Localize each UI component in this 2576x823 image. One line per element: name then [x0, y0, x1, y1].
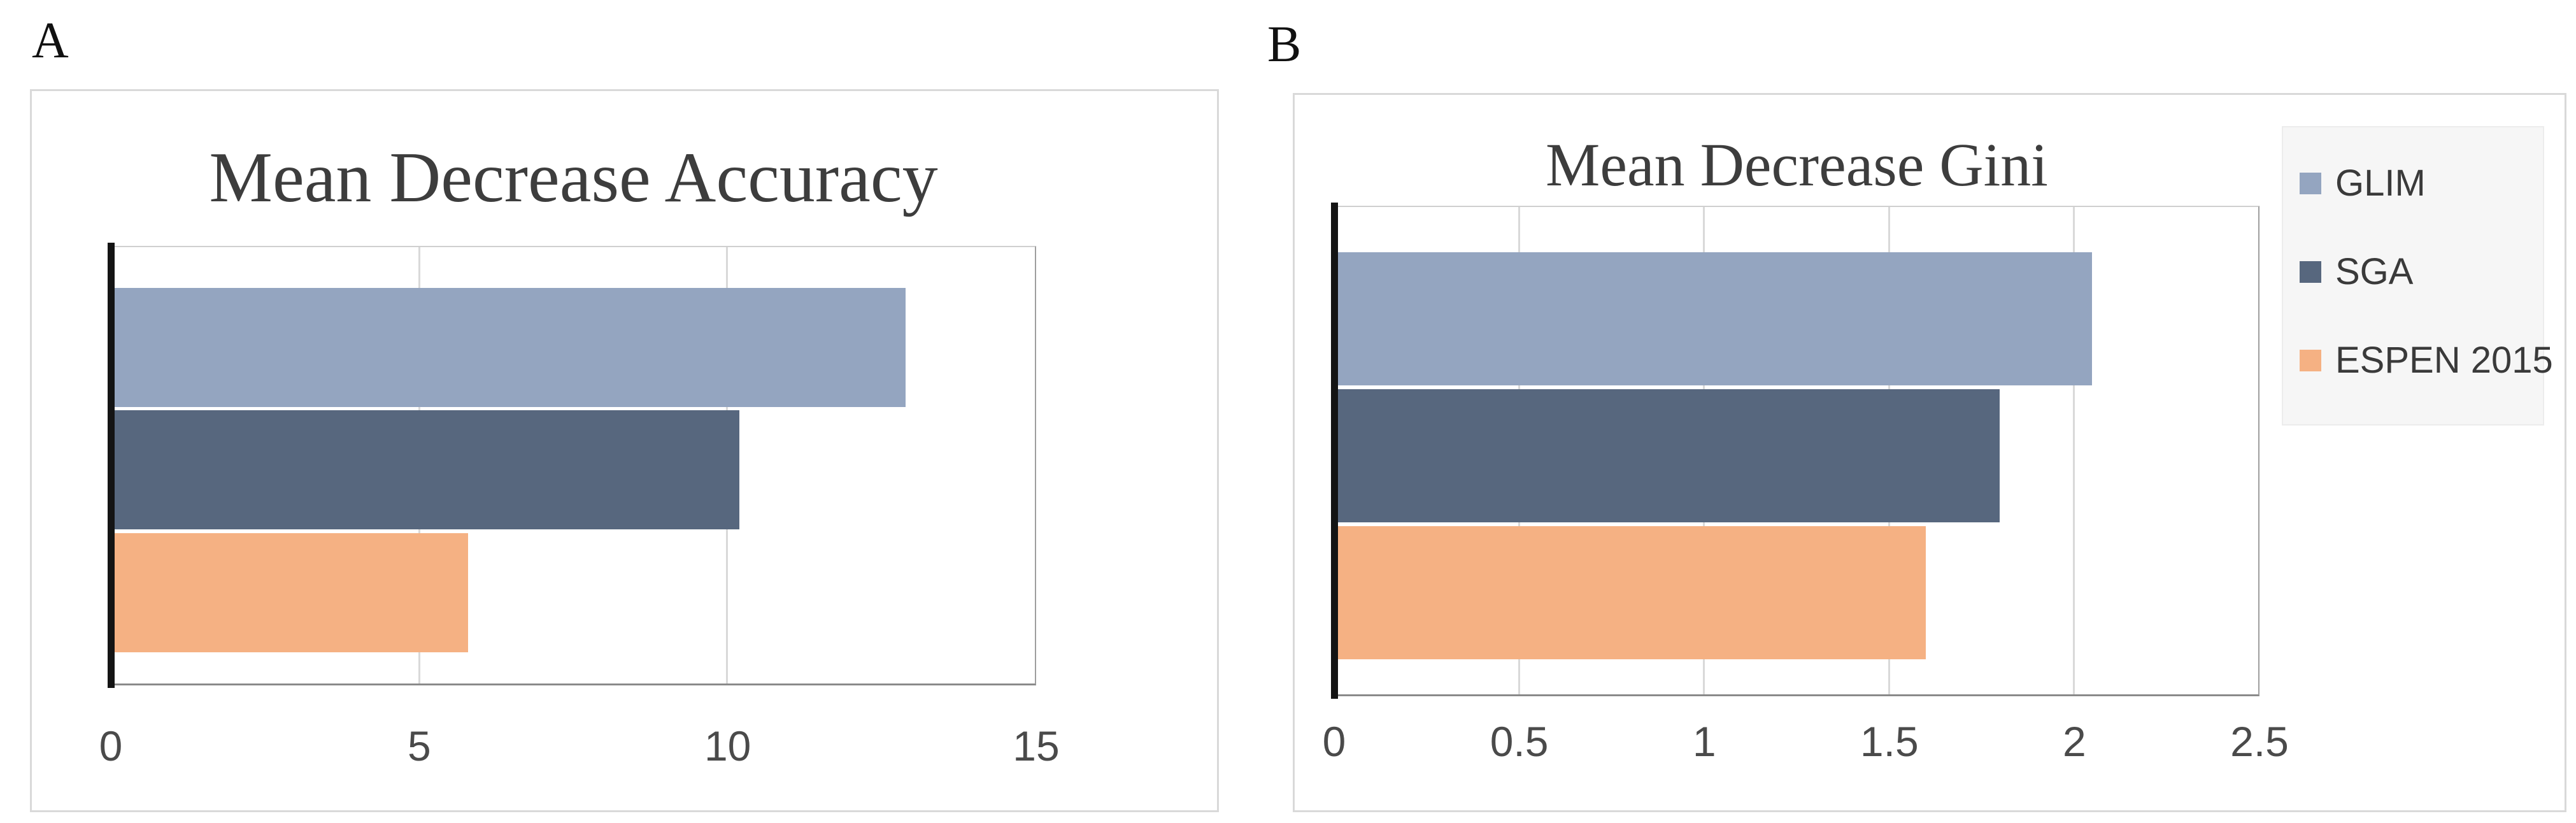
x-tick-label: 5 [407, 722, 431, 769]
bar-glim [1334, 252, 2092, 385]
espen-2015-swatch-icon [2300, 350, 2321, 372]
sga-swatch-icon [2300, 261, 2321, 283]
x-tick-label: 10 [704, 722, 751, 769]
legend: GLIM SGA ESPEN 2015 [2282, 126, 2553, 426]
bar-glim [111, 287, 906, 407]
panel-a-frame: Mean Decrease Accuracy 0 5 10 15 [30, 89, 1219, 812]
legend-item-sga: SGA [2300, 250, 2543, 292]
bar-espen-2015 [1334, 526, 1926, 659]
panel-b-title: Mean Decrease Gini [1546, 131, 2048, 199]
gridline-2 [2072, 207, 2075, 694]
panel-a-x-axis-ticks: 0 5 10 15 [99, 722, 1060, 782]
panel-a-label: A [32, 13, 69, 69]
x-tick-label: 0 [1322, 718, 1346, 765]
bar-sga [111, 410, 739, 530]
bar-sga [1334, 389, 2000, 522]
legend-label: GLIM [2335, 162, 2426, 204]
x-tick-label: 0.5 [1490, 718, 1549, 765]
legend-item-espen-2015: ESPEN 2015 [2300, 342, 2553, 379]
bar-espen-2015 [111, 533, 469, 652]
panel-b-plot-area [1331, 203, 2259, 699]
panel-a-plot-area [108, 243, 1036, 688]
panel-b-frame: Mean Decrease Gini 0 0.5 1 1.5 2 2.5 GLIM SGA E… [1293, 93, 2566, 812]
x-tick-label: 2 [2063, 718, 2086, 765]
legend-label: ESPEN 2015 [2335, 340, 2553, 382]
x-tick-label: 2.5 [2230, 718, 2289, 765]
x-tick-label: 0 [99, 722, 123, 769]
panel-a-y-axis-line [108, 243, 115, 688]
glim-swatch-icon [2300, 172, 2321, 194]
panel-b-label: B [1267, 17, 1302, 73]
legend-label: SGA [2335, 250, 2414, 292]
x-tick-label: 1 [1692, 718, 1716, 765]
legend-item-glim: GLIM [2300, 162, 2543, 204]
panel-a-title: Mean Decrease Accuracy [209, 138, 938, 217]
panel-b-x-axis-ticks: 0 0.5 1 1.5 2 2.5 [1323, 718, 2289, 778]
panel-b-y-axis-line [1331, 203, 1338, 699]
x-tick-label: 1.5 [1860, 718, 1919, 765]
x-tick-label: 15 [1013, 722, 1060, 769]
